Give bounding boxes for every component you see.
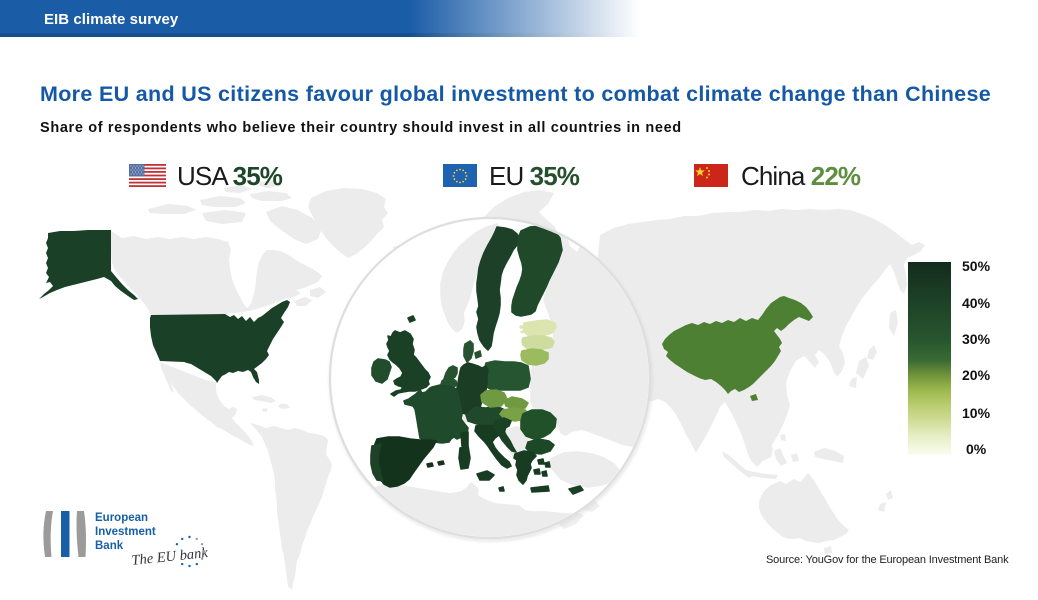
svg-text:Bank: Bank [95,540,124,552]
svg-text:Investment: Investment [95,526,156,538]
svg-text:The EU bank: The EU bank [131,545,209,569]
svg-text:European: European [95,512,148,524]
